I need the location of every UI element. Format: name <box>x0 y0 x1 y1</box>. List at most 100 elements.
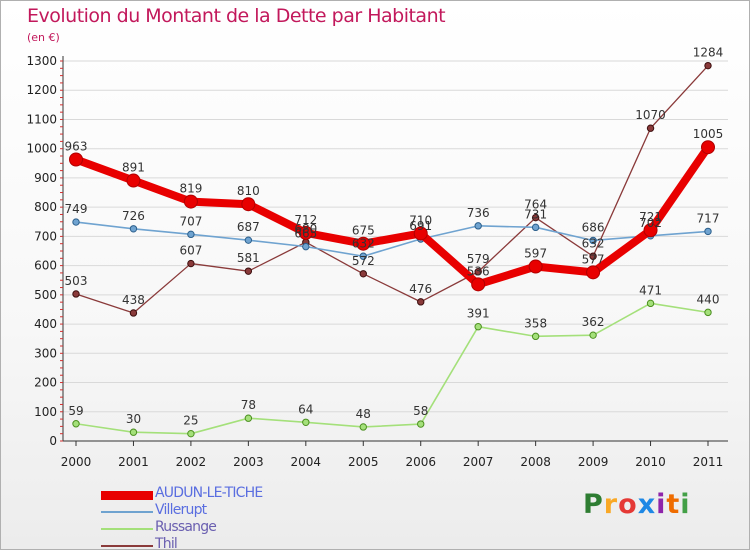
data-label: 687 <box>237 220 260 234</box>
data-point <box>187 429 195 438</box>
y-tick-label: 600 <box>34 259 57 273</box>
x-tick-label: 2011 <box>693 455 724 469</box>
y-tick-label: 0 <box>49 434 57 448</box>
data-label: 1284 <box>693 46 724 60</box>
data-label: 581 <box>237 251 260 265</box>
data-label: 691 <box>409 219 432 233</box>
data-label: 717 <box>697 211 720 225</box>
legend-label: Thil <box>155 536 178 552</box>
data-label: 30 <box>126 412 141 426</box>
series-line-russange <box>75 302 709 435</box>
x-tick-label: 2010 <box>635 455 666 469</box>
data-point <box>531 223 540 232</box>
data-label: 675 <box>352 224 375 238</box>
data-label: 736 <box>467 206 490 220</box>
data-point <box>187 259 195 268</box>
data-label: 536 <box>467 264 490 278</box>
data-point <box>72 290 80 298</box>
data-point <box>302 418 310 426</box>
data-point <box>528 259 543 274</box>
data-label: 686 <box>582 220 605 234</box>
data-label: 749 <box>65 202 88 216</box>
data-label: 358 <box>524 316 547 330</box>
data-point <box>69 152 83 167</box>
data-point <box>129 428 138 436</box>
data-label: 59 <box>68 404 83 418</box>
data-point <box>704 227 712 236</box>
chart-title: Evolution du Montant de la Dette par Hab… <box>27 5 446 27</box>
y-tick-label: 100 <box>34 405 57 419</box>
data-point <box>356 236 371 251</box>
data-label: 963 <box>65 140 88 154</box>
data-point <box>646 299 655 308</box>
series-line-thil <box>75 65 709 314</box>
data-label: 632 <box>582 236 605 250</box>
proxiti-logo: Proxiti <box>583 489 691 520</box>
data-label: 58 <box>413 404 428 418</box>
data-point <box>531 332 540 341</box>
y-tick-label: 1200 <box>26 83 57 97</box>
y-tick-label: 700 <box>34 229 57 243</box>
data-point <box>359 423 367 431</box>
y-tick-label: 900 <box>34 171 57 185</box>
data-point <box>183 194 198 209</box>
data-point <box>129 225 138 233</box>
y-tick-label: 400 <box>34 317 57 331</box>
data-label: 362 <box>582 315 605 329</box>
data-label: 48 <box>356 407 371 421</box>
y-tick-label: 500 <box>34 288 57 302</box>
data-point <box>704 61 712 70</box>
series-line-audun-le-tiche <box>72 143 712 289</box>
y-tick-label: 300 <box>34 346 57 360</box>
data-label: 764 <box>524 198 547 212</box>
data-label: 680 <box>294 222 317 236</box>
legend-swatch <box>101 528 153 530</box>
data-label: 707 <box>179 214 202 228</box>
data-point <box>474 323 482 331</box>
data-label: 438 <box>122 293 145 307</box>
x-tick-label: 2000 <box>61 455 92 469</box>
data-point <box>359 270 367 278</box>
y-tick-label: 1000 <box>26 142 57 156</box>
logo-letter: x <box>637 489 657 520</box>
legend-swatch <box>101 545 153 547</box>
data-label: 810 <box>237 184 260 198</box>
data-point <box>244 267 253 275</box>
data-point <box>417 420 425 428</box>
data-point <box>187 230 195 239</box>
logo-letter: i <box>656 489 667 520</box>
legend-swatch <box>101 511 153 513</box>
data-point <box>531 213 540 222</box>
x-tick-label: 2007 <box>463 455 494 469</box>
data-point <box>474 222 482 230</box>
data-label: 710 <box>409 213 432 227</box>
data-point <box>359 252 367 260</box>
x-tick-label: 2006 <box>405 455 436 469</box>
data-label: 579 <box>467 252 490 266</box>
data-label: 712 <box>294 213 317 227</box>
data-point <box>646 124 655 132</box>
logo-letter: o <box>618 489 638 520</box>
data-label: 476 <box>409 282 432 296</box>
data-point <box>589 252 597 260</box>
legend-label: Russange <box>155 519 217 535</box>
x-tick-label: 2002 <box>176 455 207 469</box>
data-point <box>704 308 712 317</box>
legend-label: Villerupt <box>155 502 207 518</box>
data-point <box>72 218 80 226</box>
y-tick-label: 800 <box>34 200 57 214</box>
data-label: 731 <box>524 207 547 221</box>
data-point <box>129 309 138 317</box>
data-point <box>417 298 425 306</box>
data-point <box>589 236 597 245</box>
data-point <box>298 225 313 240</box>
legend-swatch <box>101 490 153 500</box>
data-label: 572 <box>352 254 375 268</box>
logo-letter: i <box>680 489 691 520</box>
data-label: 665 <box>294 227 317 241</box>
data-label: 391 <box>467 307 490 321</box>
data-label: 78 <box>241 398 256 412</box>
data-label: 597 <box>524 246 547 260</box>
data-point <box>586 265 601 280</box>
